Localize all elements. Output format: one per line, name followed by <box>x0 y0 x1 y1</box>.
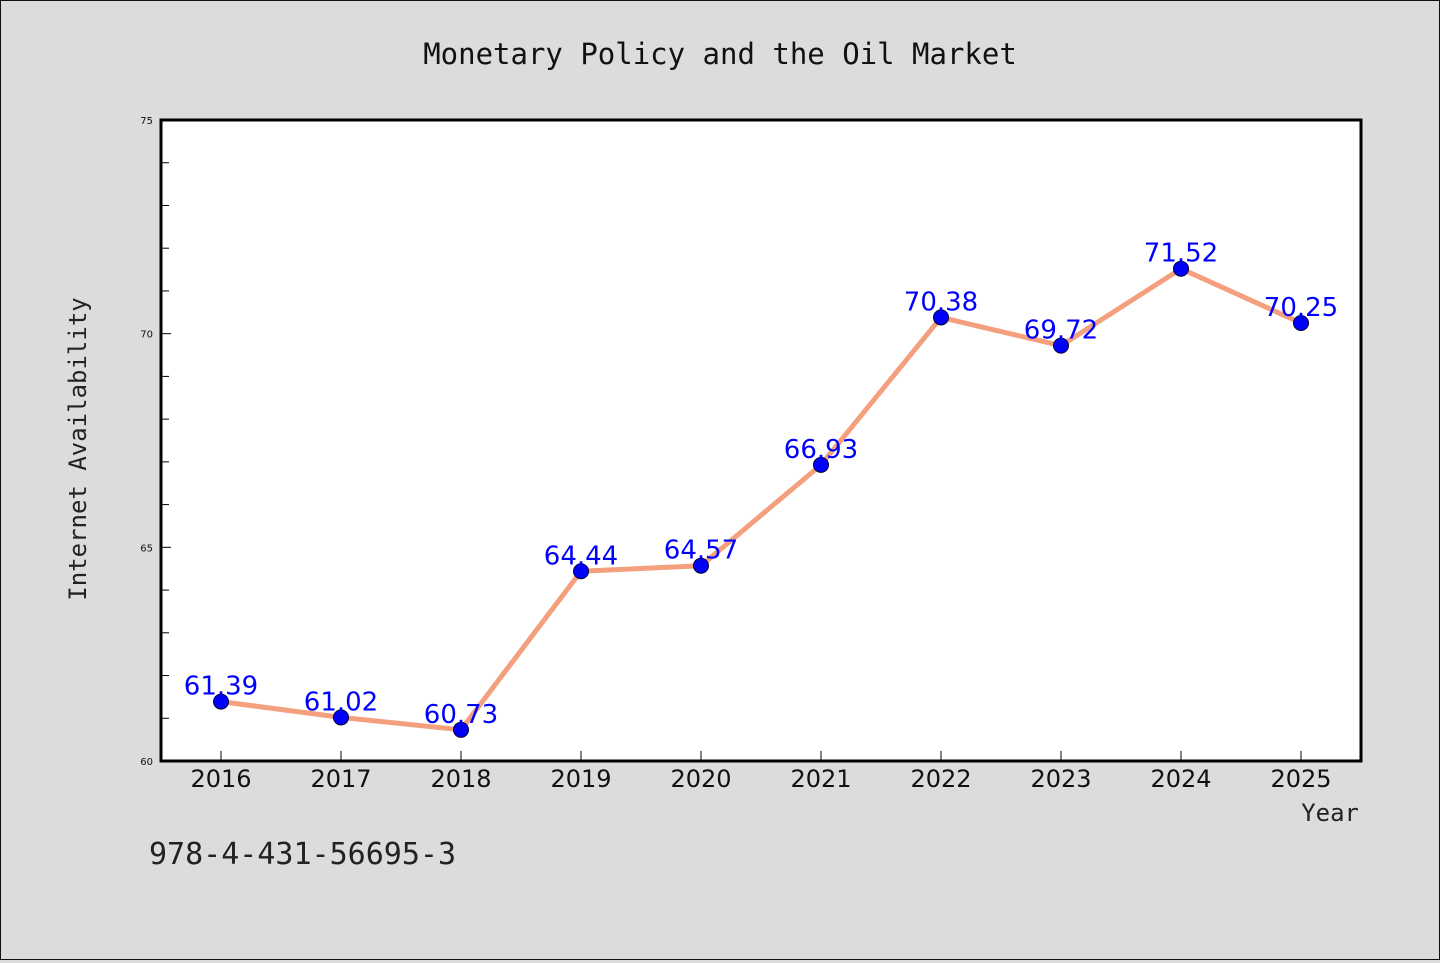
data-label: 64.57 <box>664 536 738 566</box>
data-point <box>573 563 589 580</box>
data-label: 71.52 <box>1144 239 1218 269</box>
y-tick-label: 65 <box>140 543 153 554</box>
x-axis-label: Year <box>1301 799 1359 827</box>
data-point <box>933 309 949 326</box>
x-tick-label: 2021 <box>790 765 851 793</box>
data-label: 70.38 <box>904 287 978 317</box>
data-label: 60.73 <box>424 700 498 730</box>
x-tick-label: 2022 <box>910 765 971 793</box>
data-label: 69.72 <box>1024 316 1098 346</box>
data-point <box>1173 260 1189 277</box>
y-tick-label: 60 <box>140 757 153 768</box>
series-line <box>218 266 1304 733</box>
x-tick-label: 2016 <box>190 765 251 793</box>
x-axis: 2016 2017 2018 2019 2020 2021 2022 2023 2024 2025 <box>190 751 1332 793</box>
x-tick-label: 2019 <box>550 765 611 793</box>
footer-code: 978-4-431-56695-3 <box>149 837 456 872</box>
data-point <box>213 693 229 710</box>
data-label: 70.25 <box>1264 293 1338 323</box>
y-tick-label: 75 <box>140 116 153 127</box>
data-point <box>813 456 829 473</box>
plot-area <box>161 120 1361 761</box>
data-point <box>1053 337 1069 354</box>
data-point <box>1293 314 1309 331</box>
series-line-group <box>218 266 1304 733</box>
data-label: 61.39 <box>184 672 258 702</box>
x-tick-label: 2023 <box>1030 765 1091 793</box>
x-tick-label: 2018 <box>430 765 491 793</box>
series-points-group <box>213 260 1309 738</box>
x-tick-label: 2020 <box>670 765 731 793</box>
data-point <box>453 721 469 738</box>
x-tick-label: 2024 <box>1150 765 1211 793</box>
plot-frame <box>159 118 1363 763</box>
x-tick-label: 2017 <box>310 765 371 793</box>
data-labels-group: 61.39 61.02 60.73 64.44 64.57 66.93 70.38 69.72… <box>184 239 1338 730</box>
y-tick-label: 70 <box>140 330 153 341</box>
data-label: 66.93 <box>784 435 858 465</box>
data-label: 64.44 <box>544 541 618 571</box>
y-axis-label: Internet Availability <box>64 297 92 600</box>
data-point <box>333 709 349 726</box>
data-label: 61.02 <box>304 687 378 717</box>
x-tick-label: 2025 <box>1270 765 1331 793</box>
chart-title: Monetary Policy and the Oil Market <box>423 37 1017 71</box>
data-point <box>693 557 709 574</box>
